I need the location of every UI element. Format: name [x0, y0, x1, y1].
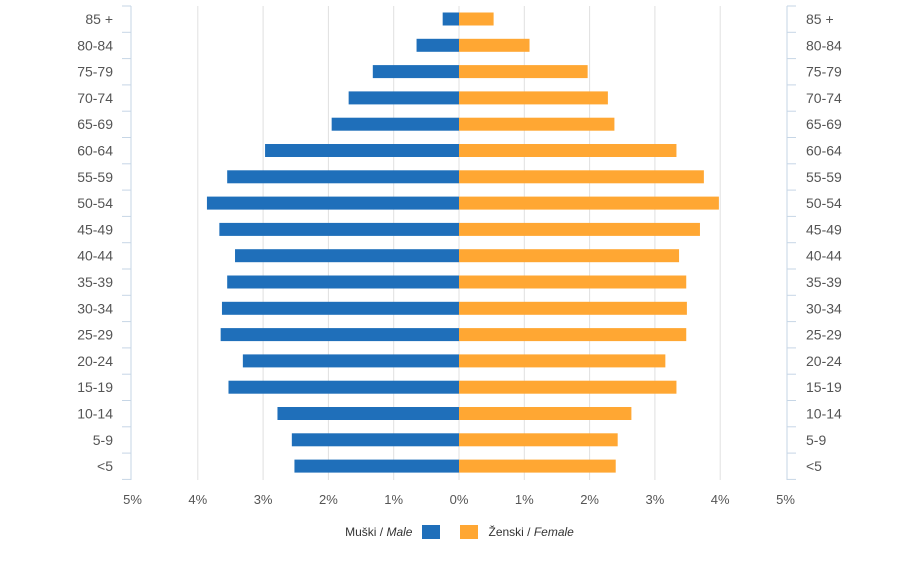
y-label-right: 70-74 — [806, 90, 842, 106]
y-label-left: 30-34 — [77, 300, 113, 316]
x-tick-label: 2% — [319, 492, 338, 507]
y-label-right: 80-84 — [806, 37, 842, 53]
bar-male — [291, 433, 459, 447]
bar-male — [294, 459, 459, 473]
x-tick-label: 1% — [515, 492, 534, 507]
y-label-left: 60-64 — [77, 143, 113, 159]
y-label-left: 35-39 — [77, 274, 113, 290]
y-label-left: <5 — [97, 458, 113, 474]
y-label-right: 65-69 — [806, 116, 842, 132]
legend-item-female[interactable]: Ženski / Female — [450, 525, 574, 539]
y-label-right: 35-39 — [806, 274, 842, 290]
x-tick-label: 3% — [254, 492, 273, 507]
bar-male — [206, 196, 459, 210]
x-tick-label: 0% — [450, 492, 469, 507]
bar-male — [228, 380, 459, 394]
bar-female — [459, 144, 677, 157]
bar-male — [442, 12, 459, 26]
bar-female — [459, 380, 677, 394]
y-label-left: 70-74 — [77, 90, 113, 106]
y-label-left: 65-69 — [77, 116, 113, 132]
bar-male — [221, 301, 459, 315]
y-label-left: 40-44 — [77, 248, 113, 264]
y-label-left: 85 + — [85, 11, 113, 27]
y-label-right: 5-9 — [806, 432, 826, 448]
grid-lines — [197, 6, 721, 480]
y-label-right: 40-44 — [806, 248, 842, 264]
y-label-right: <5 — [806, 458, 822, 474]
bar-female — [459, 170, 704, 184]
x-tick-label: 5% — [776, 492, 795, 507]
x-tick-label: 1% — [384, 492, 403, 507]
y-label-right: 45-49 — [806, 221, 842, 237]
y-label-left: 10-14 — [77, 406, 113, 422]
y-label-right: 60-64 — [806, 143, 842, 159]
bar-male — [416, 38, 459, 52]
legend-item-male[interactable]: Muški / Male — [345, 525, 450, 539]
y-label-left: 55-59 — [77, 169, 113, 185]
legend-label-female: Ženski / Female — [488, 525, 574, 539]
bar-female — [459, 407, 632, 420]
y-label-right: 25-29 — [806, 327, 842, 343]
x-tick-label: 2% — [580, 492, 599, 507]
bar-female — [459, 301, 687, 315]
bar-female — [459, 65, 588, 79]
y-label-right: 55-59 — [806, 169, 842, 185]
y-label-right: 20-24 — [806, 353, 842, 369]
x-tick-label: 5% — [123, 492, 142, 507]
y-label-right: 75-79 — [806, 64, 842, 80]
bar-male — [265, 144, 459, 157]
y-label-right: 10-14 — [806, 406, 842, 422]
axes — [122, 5, 796, 480]
legend-swatch-female — [460, 525, 479, 539]
legend-swatch-male — [422, 525, 441, 539]
bar-female — [459, 433, 618, 447]
bar-male — [348, 91, 459, 105]
bar-female — [459, 328, 687, 342]
x-tick-label: 4% — [188, 492, 207, 507]
bar-female — [459, 222, 700, 236]
y-label-right: 30-34 — [806, 300, 842, 316]
bar-male — [220, 328, 459, 342]
legend: Muški / Male Ženski / Female — [0, 525, 919, 539]
bar-female — [459, 196, 719, 210]
bar-male — [219, 222, 459, 236]
bar-female — [459, 38, 530, 52]
bar-male — [227, 275, 459, 289]
y-label-left: 50-54 — [77, 195, 113, 211]
bar-female — [459, 91, 608, 105]
y-label-right: 50-54 — [806, 195, 842, 211]
bar-male — [331, 117, 459, 131]
y-labels-right: 85 + 80-84 75-79 70-74 65-69 60-64 55-59 50-54 4… — [806, 11, 842, 474]
y-label-left: 25-29 — [77, 327, 113, 343]
bar-female — [459, 459, 616, 473]
bar-male — [242, 354, 459, 368]
bar-female — [459, 12, 494, 26]
bar-female — [459, 117, 615, 131]
x-tick-label: 3% — [646, 492, 665, 507]
bar-female — [459, 249, 680, 263]
y-label-left: 80-84 — [77, 37, 113, 53]
y-label-right: 85 + — [806, 11, 834, 27]
y-label-right: 15-19 — [806, 379, 842, 395]
y-label-left: 45-49 — [77, 221, 113, 237]
y-label-left: 5-9 — [93, 432, 113, 448]
bar-female — [459, 354, 666, 368]
y-label-left: 20-24 — [77, 353, 113, 369]
bar-male — [277, 407, 459, 420]
bar-male — [235, 249, 459, 263]
x-tick-label: 4% — [711, 492, 730, 507]
y-label-left: 15-19 — [77, 379, 113, 395]
y-label-left: 75-79 — [77, 64, 113, 80]
bars — [206, 12, 719, 473]
y-labels-left: 85 + 80-84 75-79 70-74 65-69 60-64 55-59 50-54 4… — [77, 11, 113, 474]
legend-label-male: Muški / Male — [345, 525, 413, 539]
bar-male — [372, 65, 459, 79]
bar-female — [459, 275, 687, 289]
bar-male — [227, 170, 459, 184]
x-tick-labels: 5% 4% 3% 2% 1% 0% 1% 2% 3% 4% 5% — [123, 492, 795, 507]
